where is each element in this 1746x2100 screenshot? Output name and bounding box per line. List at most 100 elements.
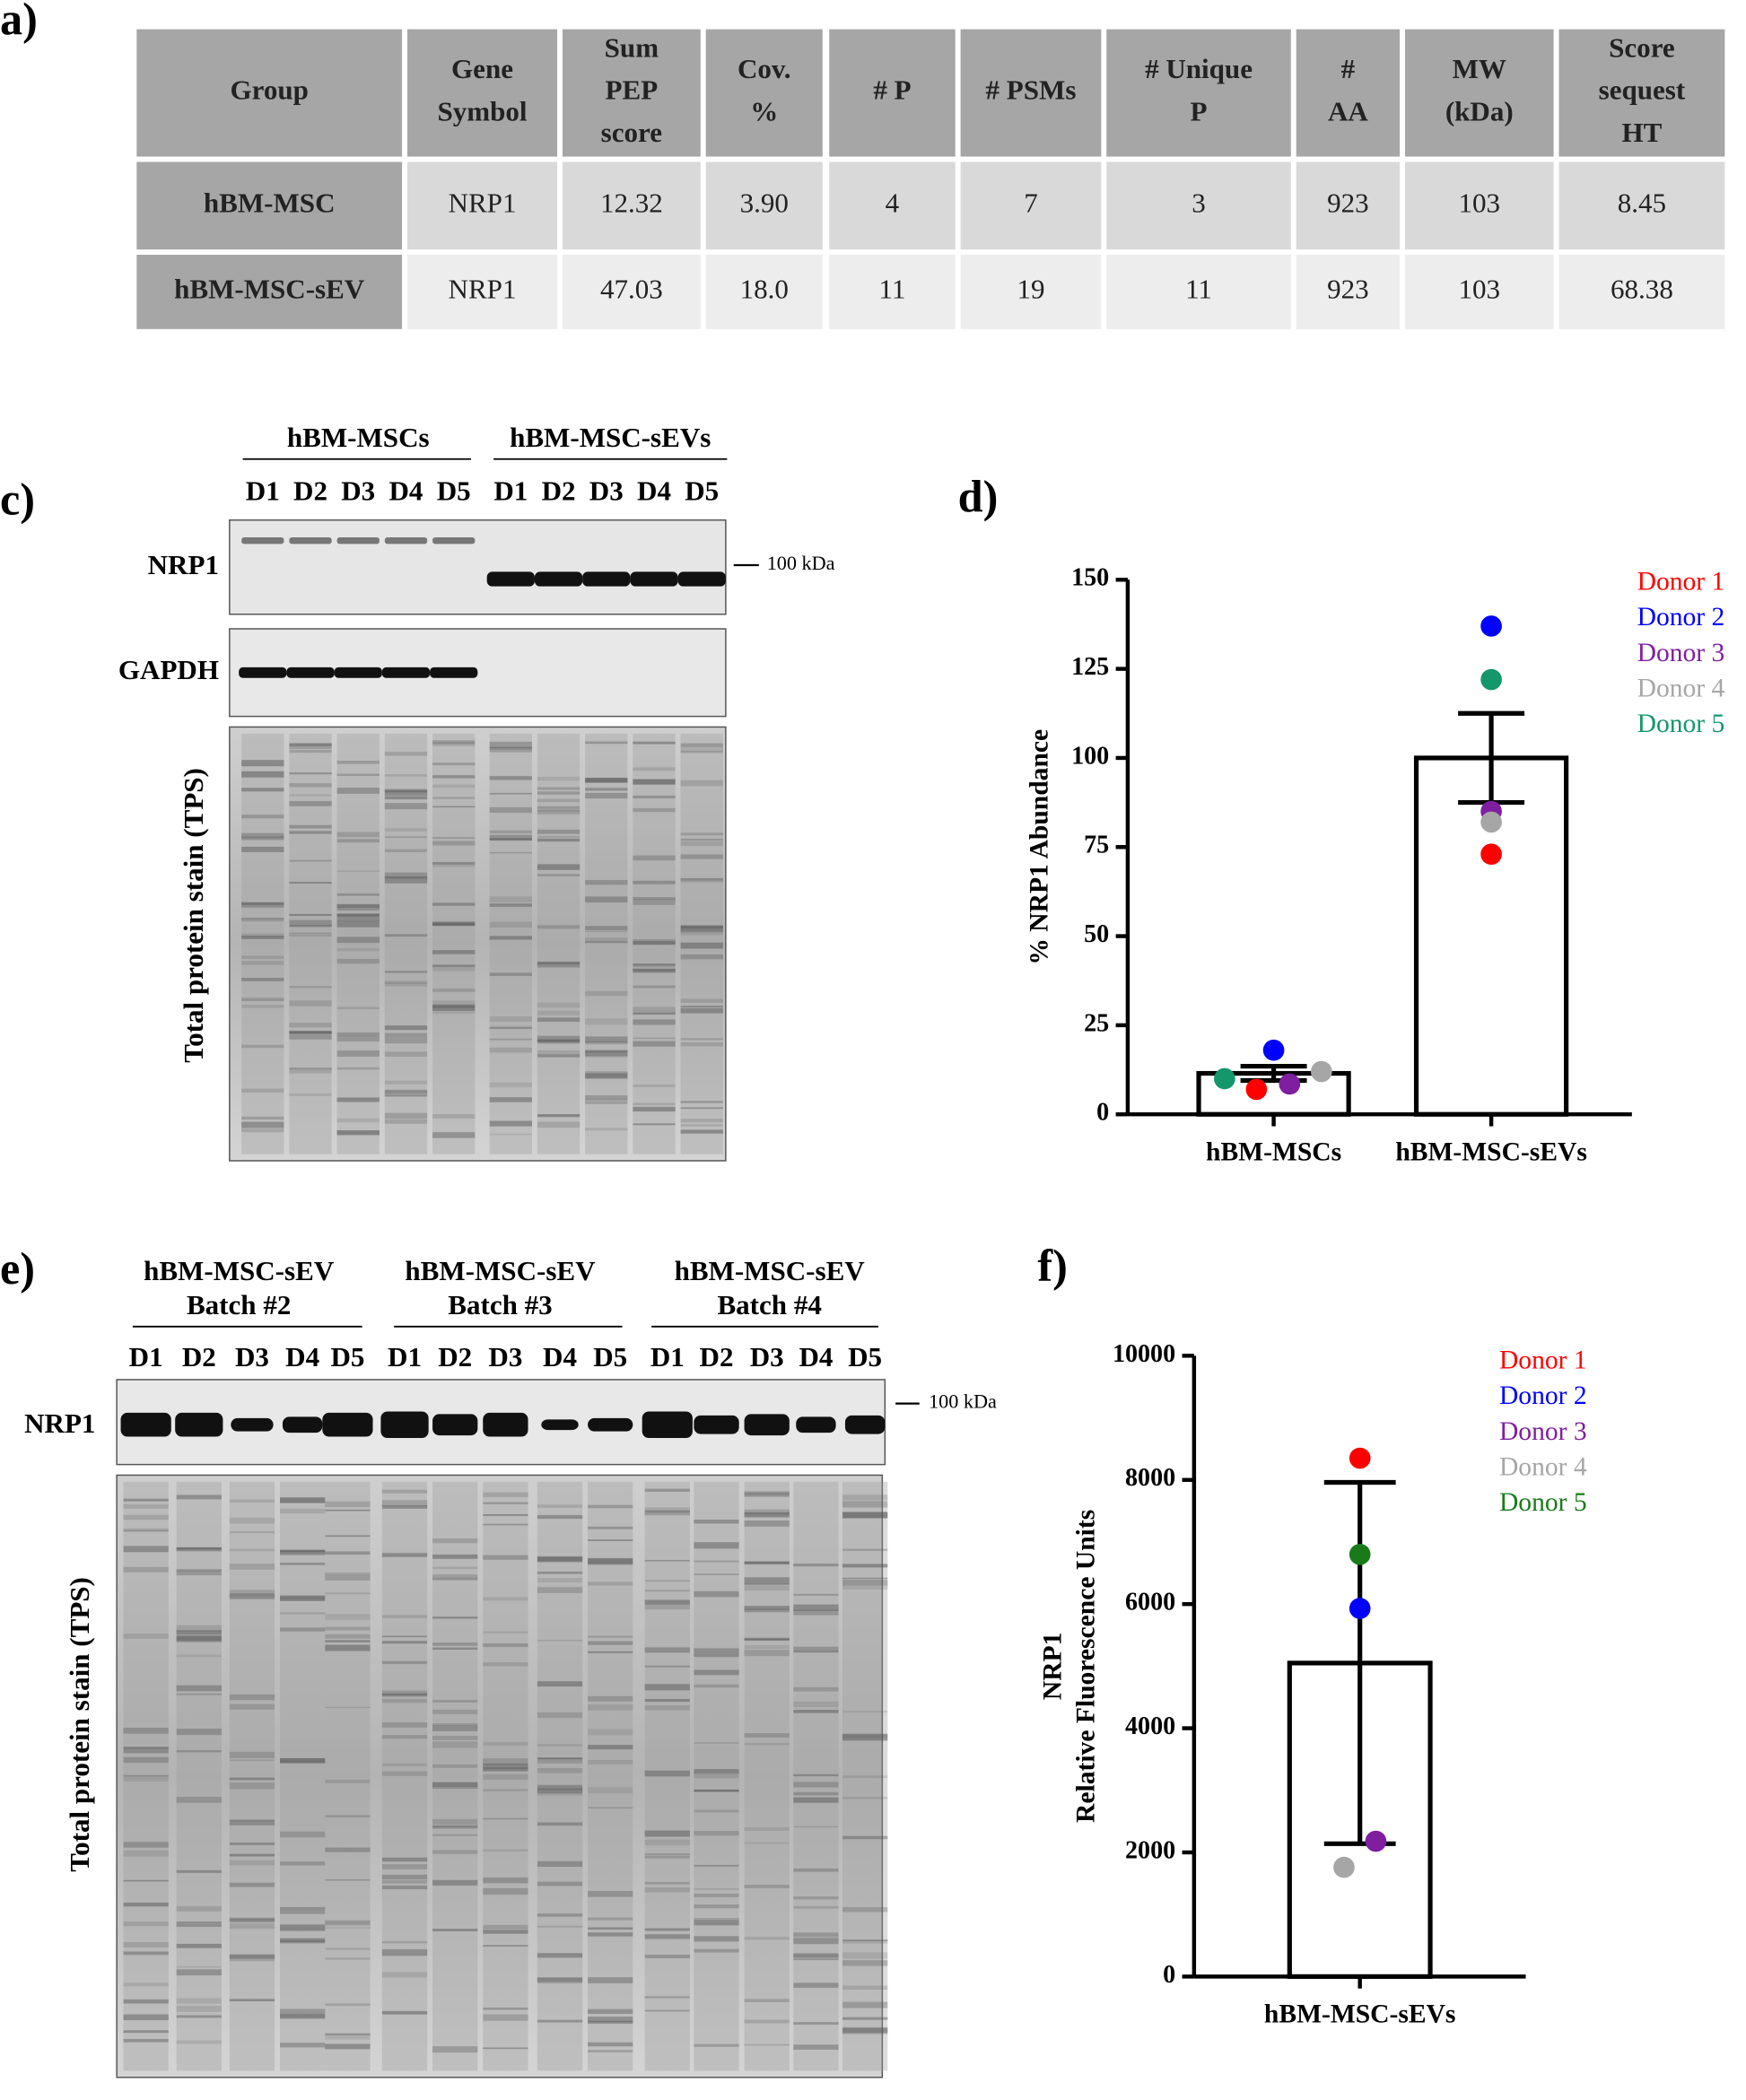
tps-lane <box>588 1481 633 2071</box>
tps-band <box>694 1772 739 1779</box>
band <box>486 571 535 587</box>
tps-band <box>241 902 284 908</box>
tps-band <box>280 1497 326 1503</box>
tps-band <box>381 1857 428 1862</box>
band <box>381 667 431 678</box>
tps-band <box>229 1759 275 1762</box>
tps-band <box>680 877 723 883</box>
tps-band <box>793 1938 839 1945</box>
tps-band <box>123 1774 169 1777</box>
tps-band <box>123 1528 169 1531</box>
tps-band <box>176 1693 222 1695</box>
x-tick-label: hBM-MSC-sEVs <box>1264 2000 1456 2029</box>
cell-text: 4 <box>886 187 900 218</box>
tps-band <box>123 1850 169 1857</box>
cell-text: 11 <box>1185 274 1212 305</box>
tps-band <box>489 896 532 902</box>
tps-band <box>241 918 284 920</box>
tps-band <box>680 1007 723 1014</box>
tps-band <box>585 778 628 783</box>
tps-band <box>432 1850 478 1854</box>
tps-band <box>381 1504 428 1509</box>
tps-band <box>176 1494 222 1500</box>
tps-band <box>537 1791 583 1796</box>
tps-band <box>588 1651 633 1653</box>
header-cell <box>1296 29 1401 157</box>
band <box>430 667 478 678</box>
tps-band <box>432 741 476 746</box>
tps-band <box>483 1643 528 1648</box>
tps-band <box>585 1098 628 1103</box>
tps-lane <box>644 1481 690 2071</box>
band <box>175 1412 223 1437</box>
tps-band <box>432 921 476 926</box>
tps-band <box>489 792 532 795</box>
tps-band <box>280 1627 326 1632</box>
tps-band <box>384 876 428 884</box>
cell-text: 19 <box>1017 274 1044 305</box>
tps-band <box>537 1768 583 1773</box>
tps-band <box>123 1728 169 1734</box>
tps-band <box>381 1735 428 1739</box>
tps-band <box>384 1037 428 1044</box>
tps-band <box>483 1764 528 1766</box>
tps-band <box>280 1831 326 1838</box>
lane-group-label: Batch #4 <box>717 1289 821 1320</box>
tps-band <box>588 1557 633 1564</box>
tps-band <box>381 1690 428 1697</box>
tps-band <box>432 841 476 846</box>
tps-band <box>644 1699 690 1703</box>
tps-band <box>694 1809 739 1813</box>
tps-band <box>644 1887 690 1893</box>
tps-band <box>694 1904 739 1909</box>
tps-band <box>123 1774 169 1782</box>
tps-band <box>644 1881 690 1885</box>
tps-band <box>842 1733 888 1738</box>
tps-band <box>644 1599 690 1605</box>
tps-band <box>744 1606 790 1610</box>
table-cell <box>960 161 1102 250</box>
tps-band <box>694 1742 739 1744</box>
tps-band <box>680 745 723 753</box>
tps-band <box>585 896 628 903</box>
tps-band <box>842 1512 888 1519</box>
data-point <box>1349 1447 1371 1469</box>
tps-band <box>633 741 676 745</box>
table-cell <box>1404 255 1554 329</box>
tps-band <box>336 893 380 896</box>
tps-band <box>432 1647 478 1650</box>
cell-text: 18.0 <box>740 274 789 305</box>
data-point <box>1480 843 1502 866</box>
lane-label: D5 <box>330 1341 364 1372</box>
panel-label: f) <box>1037 1241 1067 1291</box>
tps-band <box>432 1616 478 1619</box>
tps-band <box>489 741 532 749</box>
tps-lane <box>176 1481 222 2071</box>
tps-band <box>793 1797 839 1803</box>
tps-band <box>537 1578 583 1583</box>
tps-band <box>432 1538 478 1544</box>
tps-membrane <box>116 1474 884 2078</box>
y-tick-label: 0 <box>1096 1099 1109 1127</box>
tps-band <box>793 1905 839 1909</box>
lane-label: D1 <box>493 475 528 506</box>
tps-band <box>588 1539 633 1541</box>
tps-band <box>289 743 332 749</box>
tps-band <box>537 864 581 870</box>
lane-label: D3 <box>750 1341 784 1372</box>
tps-band <box>793 1593 839 1596</box>
band <box>796 1416 836 1433</box>
tps-band <box>793 1982 839 1988</box>
tps-band <box>537 1712 583 1719</box>
y-axis-label: % NRP1 Abundance <box>1026 729 1054 965</box>
band <box>289 536 332 545</box>
tps-band <box>241 788 284 792</box>
tps-band <box>680 1101 723 1103</box>
legend-label: Donor 5 <box>1637 710 1725 738</box>
tps-band <box>588 1977 633 1983</box>
tps-band <box>229 1918 275 1923</box>
tps-band <box>432 1825 478 1829</box>
tps-band <box>644 1604 690 1610</box>
tps-band <box>280 2009 326 2014</box>
